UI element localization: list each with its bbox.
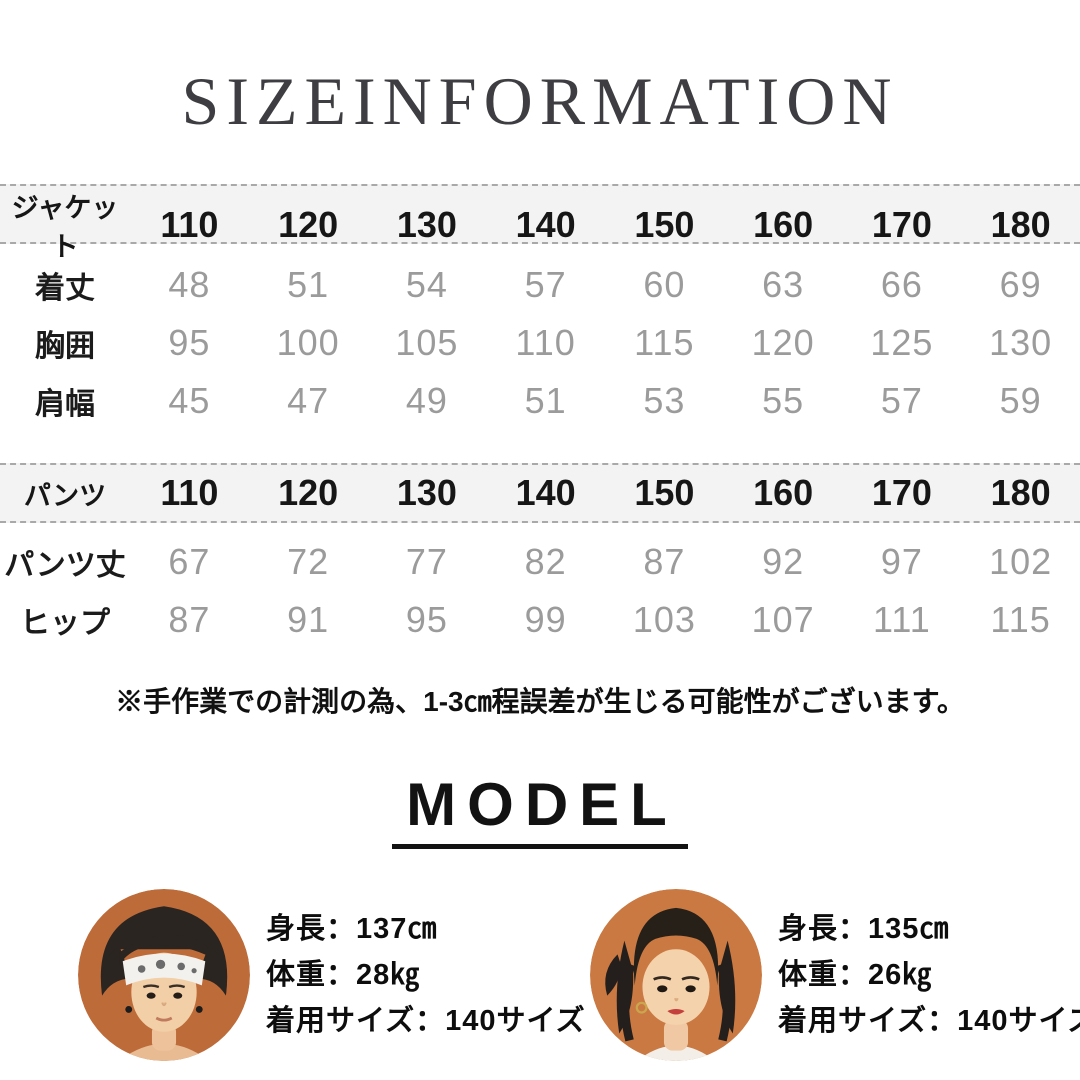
size-header: 130 bbox=[396, 204, 457, 245]
pants-size-table: パンツ 110 120 130 140 150 160 170 180 パンツ丈… bbox=[0, 463, 1080, 649]
cell: 67 bbox=[168, 541, 211, 582]
cell: 49 bbox=[405, 380, 448, 421]
jacket-rows: 着丈 48 51 54 57 60 63 66 69 胸囲 95 100 105… bbox=[0, 256, 1080, 430]
cell: 57 bbox=[524, 264, 567, 305]
model-card-girl: 身長：135㎝ 体重：26㎏ 着用サイズ：140サイズ bbox=[590, 889, 1080, 1061]
cell: 105 bbox=[395, 322, 459, 363]
cell: 48 bbox=[168, 264, 211, 305]
cell: 110 bbox=[515, 322, 576, 363]
size-header: 150 bbox=[634, 472, 695, 513]
cell: 77 bbox=[405, 541, 448, 582]
cell: 130 bbox=[989, 322, 1053, 363]
cell: 92 bbox=[762, 541, 805, 582]
size-header: 160 bbox=[753, 204, 814, 245]
cell: 72 bbox=[287, 541, 330, 582]
size-header: 170 bbox=[871, 204, 932, 245]
model-heading: MODEL bbox=[392, 775, 688, 849]
cell: 95 bbox=[168, 322, 211, 363]
cell: 60 bbox=[643, 264, 686, 305]
size-header: 130 bbox=[396, 472, 457, 513]
model-weight: 体重：26㎏ bbox=[778, 959, 933, 991]
model-info-boy: 身長：137㎝ 体重：28㎏ 着用サイズ：140サイズ bbox=[266, 906, 586, 1044]
model-weight: 体重：28㎏ bbox=[266, 959, 421, 991]
model-wearing-size: 着用サイズ：140サイズ bbox=[266, 1005, 586, 1037]
cell: 115 bbox=[990, 599, 1051, 640]
cell: 91 bbox=[287, 599, 330, 640]
cell: 97 bbox=[880, 541, 923, 582]
cell: 107 bbox=[751, 599, 815, 640]
cell: 51 bbox=[524, 380, 567, 421]
model-wearing-size: 着用サイズ：140サイズ bbox=[778, 1005, 1080, 1037]
girl-model-photo bbox=[590, 889, 762, 1061]
pants-label: パンツ bbox=[23, 480, 107, 511]
table-row: 胸囲 95 100 105 110 115 120 125 130 bbox=[0, 314, 1080, 372]
jacket-label: ジャケット bbox=[11, 193, 119, 262]
model-height: 身長：137㎝ bbox=[266, 913, 438, 945]
table-row: パンツ丈 67 72 77 82 87 92 97 102 bbox=[0, 533, 1080, 591]
cell: 111 bbox=[873, 599, 931, 640]
row-label: 着丈 bbox=[35, 272, 95, 305]
cell: 87 bbox=[168, 599, 211, 640]
cell: 55 bbox=[762, 380, 805, 421]
model-info-girl: 身長：135㎝ 体重：26㎏ 着用サイズ：140サイズ bbox=[778, 906, 1080, 1044]
size-header: 120 bbox=[278, 472, 339, 513]
size-header: 150 bbox=[634, 204, 695, 245]
page-title: SIZEINFORMATION bbox=[181, 63, 899, 139]
row-label: 胸囲 bbox=[35, 330, 95, 363]
table-row: ヒップ 87 91 95 99 103 107 111 115 bbox=[0, 591, 1080, 649]
cell: 82 bbox=[524, 541, 567, 582]
size-header: 180 bbox=[990, 472, 1051, 513]
size-header: 180 bbox=[990, 204, 1051, 245]
row-label: 肩幅 bbox=[35, 388, 95, 421]
cell: 115 bbox=[634, 322, 695, 363]
cell: 102 bbox=[989, 541, 1053, 582]
cell: 125 bbox=[870, 322, 934, 363]
row-label: パンツ丈 bbox=[4, 549, 126, 582]
cell: 54 bbox=[405, 264, 448, 305]
pants-rows: パンツ丈 67 72 77 82 87 92 97 102 ヒップ 87 91 … bbox=[0, 533, 1080, 649]
size-header: 170 bbox=[871, 472, 932, 513]
cell: 103 bbox=[632, 599, 696, 640]
size-header: 140 bbox=[515, 204, 576, 245]
cell: 100 bbox=[276, 322, 340, 363]
size-header: 140 bbox=[515, 472, 576, 513]
model-card-boy: 身長：137㎝ 体重：28㎏ 着用サイズ：140サイズ bbox=[78, 889, 585, 1061]
model-section-header: MODEL bbox=[0, 775, 1080, 849]
size-header: 110 bbox=[160, 204, 219, 245]
cell: 59 bbox=[999, 380, 1042, 421]
table-row: 肩幅 45 47 49 51 53 55 57 59 bbox=[0, 372, 1080, 430]
model-height: 身長：135㎝ bbox=[778, 913, 950, 945]
cell: 63 bbox=[762, 264, 805, 305]
cell: 87 bbox=[643, 541, 686, 582]
jacket-header-row: ジャケット 110 120 130 140 150 160 170 180 bbox=[0, 184, 1080, 262]
cell: 51 bbox=[287, 264, 330, 305]
size-header: 110 bbox=[160, 472, 219, 513]
cell: 66 bbox=[880, 264, 923, 305]
measurement-note: ※手作業での計測の為、1-3㎝程誤差が生じる可能性がございます。 bbox=[115, 686, 965, 717]
cell: 45 bbox=[168, 380, 211, 421]
cell: 69 bbox=[999, 264, 1042, 305]
cell: 57 bbox=[880, 380, 923, 421]
model-cards: 身長：137㎝ 体重：28㎏ 着用サイズ：140サイズ bbox=[0, 889, 1080, 1061]
table-row: 着丈 48 51 54 57 60 63 66 69 bbox=[0, 256, 1080, 314]
cell: 99 bbox=[524, 599, 567, 640]
cell: 120 bbox=[751, 322, 815, 363]
cell: 95 bbox=[405, 599, 448, 640]
row-label: ヒップ bbox=[20, 607, 110, 640]
cell: 53 bbox=[643, 380, 686, 421]
jacket-size-table: ジャケット 110 120 130 140 150 160 170 180 着丈… bbox=[0, 184, 1080, 430]
pants-header-row: パンツ 110 120 130 140 150 160 170 180 bbox=[0, 463, 1080, 523]
size-header: 160 bbox=[753, 472, 814, 513]
cell: 47 bbox=[287, 380, 330, 421]
size-header: 120 bbox=[278, 204, 339, 245]
boy-model-photo bbox=[78, 889, 250, 1061]
